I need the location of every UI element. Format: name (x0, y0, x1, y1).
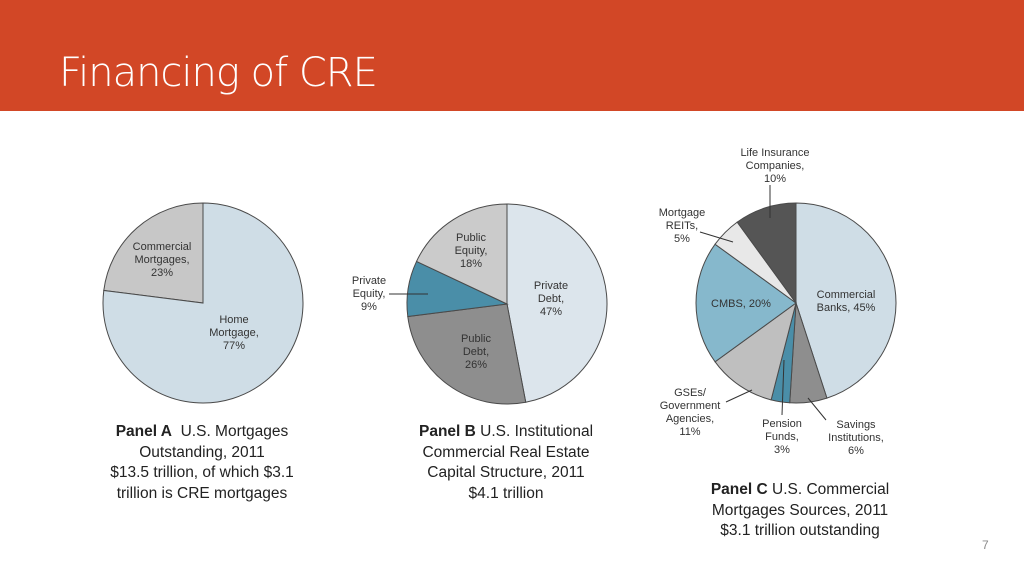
pie-a-slice-0 (103, 202, 204, 304)
caption-panel-a: Panel A U.S. Mortgages Outstanding, 2011… (72, 422, 332, 504)
caption-a-line3: $13.5 trillion, of which $3.1 (110, 464, 294, 481)
caption-b-line3: Capital Structure, 2011 (427, 464, 585, 481)
pie-b-label-2: Private Equity, 9% (352, 275, 386, 313)
slide-title: Financing of CRE (59, 50, 378, 96)
caption-a-line1: U.S. Mortgages (180, 423, 289, 440)
pie-c-leader-2 (781, 359, 785, 416)
page-number: 7 (982, 538, 989, 552)
pie-c-slice-6 (736, 202, 797, 305)
pie-c-label-4: CMBS, 20% (711, 298, 771, 310)
pie-c-label-2: Pension Funds, 3% (762, 418, 802, 456)
pie-c-slice-4 (695, 243, 797, 363)
pie-c-label-1: Savings Institutions, 6% (828, 419, 884, 457)
caption-c-line1: U.S. Commercial (772, 481, 890, 498)
caption-a-line2: Outstanding, 2011 (139, 443, 265, 461)
pie-b-slice-3 (415, 203, 508, 305)
caption-panel-a-tag: Panel A (115, 423, 172, 440)
pie-b-label-3: Public Equity, 18% (455, 232, 488, 270)
pie-c-slice-3 (714, 301, 797, 401)
pie-a-slice-1 (102, 202, 304, 404)
pie-c-label-0: Commercial Banks, 45% (817, 289, 876, 314)
pie-c-leader-5 (699, 231, 734, 243)
caption-b-line1: U.S. Institutional (480, 423, 594, 440)
pie-c-leader-3 (725, 389, 753, 403)
caption-panel-b: Panel B U.S. Institutional Commercial Re… (385, 422, 627, 504)
pie-chart-panel-c: Commercial Banks, 45% Savings Institutions,… (659, 147, 897, 457)
caption-panel-c-tag: Panel C (710, 481, 768, 498)
title-bar (0, 0, 1024, 111)
pie-b-label-0: Private Debt, 47% (534, 280, 568, 318)
pie-b-slice-0 (506, 203, 608, 403)
pie-c-label-6: Life Insurance Companies, 10% (740, 147, 809, 185)
pie-chart-panel-a: Commercial Mortgages, 23% Home Mortgage, 77% (102, 202, 304, 404)
pie-c-leader-1 (807, 397, 827, 421)
pie-b-slice-1 (407, 303, 527, 405)
pie-a-label-1: Home Mortgage, 77% (209, 314, 259, 352)
pie-c-label-3: GSEs/Government Agencies, 11% (660, 387, 721, 438)
caption-c-line3: $3.1 trillion outstanding (720, 522, 880, 539)
pie-chart-panel-b: Private Debt, 47% Public Debt, 26% Private Equi… (352, 203, 608, 405)
caption-panel-c: Panel C U.S. Commercial Mortgages Source… (660, 480, 940, 542)
caption-b-line4: $4.1 trillion (468, 484, 544, 502)
caption-c-line2: Mortgages Sources, 2011 (711, 501, 889, 519)
caption-panel-b-tag: Panel B (418, 423, 476, 440)
caption-a-line4: trillion is CRE mortgages (116, 484, 288, 502)
pie-c-label-5: Mortgage REITs, 5% (659, 207, 705, 245)
caption-b-line2: Commercial Real Estate (422, 443, 590, 461)
pie-a-label-0: Commercial Mortgages, 23% (133, 241, 192, 279)
pie-b-label-1: Public Debt, 26% (461, 333, 491, 371)
pie-c-slice-0 (795, 202, 897, 399)
